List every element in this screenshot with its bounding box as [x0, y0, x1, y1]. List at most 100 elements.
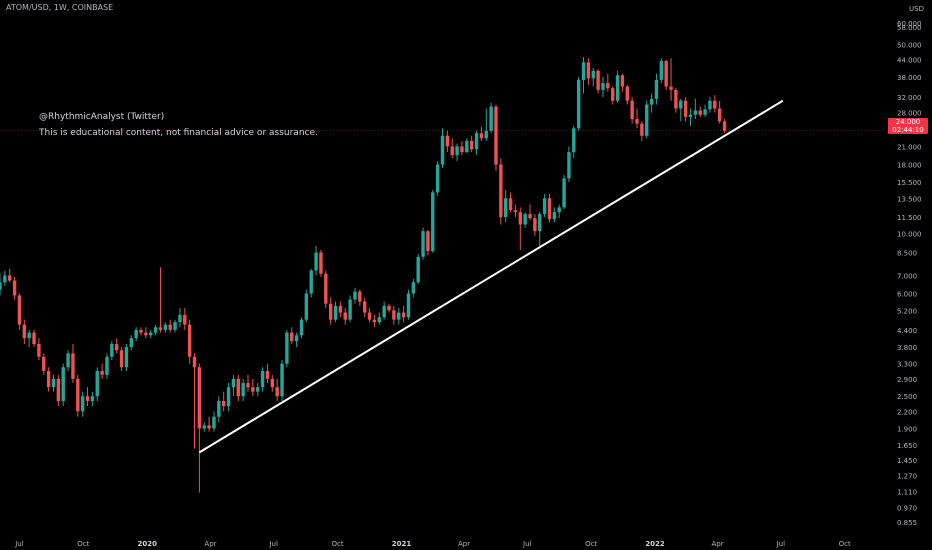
candle-body[interactable] [460, 146, 464, 153]
candle-body[interactable] [683, 100, 688, 117]
candle-body[interactable] [192, 356, 197, 368]
candle-body[interactable] [397, 312, 401, 320]
candle-body[interactable] [401, 312, 406, 318]
candle-body[interactable] [362, 301, 367, 313]
candle-body[interactable] [440, 135, 445, 165]
candle-body[interactable] [144, 332, 148, 336]
candle-body[interactable] [654, 79, 659, 99]
candle-body[interactable] [100, 370, 104, 375]
candle-body[interactable] [426, 231, 430, 252]
candle-body[interactable] [32, 332, 36, 345]
candle-body[interactable] [17, 295, 22, 325]
candle-body[interactable] [377, 317, 381, 323]
candle-body[interactable] [314, 252, 318, 271]
candle-body[interactable] [90, 396, 95, 402]
candle-body[interactable] [251, 387, 255, 392]
candle-body[interactable] [119, 350, 124, 368]
candle-body[interactable] [71, 353, 75, 379]
candle-body[interactable] [358, 291, 362, 302]
candle-body[interactable] [450, 146, 454, 156]
candle-body[interactable] [299, 319, 304, 336]
candle-body[interactable] [8, 275, 12, 281]
candle-body[interactable] [698, 110, 702, 115]
candle-body[interactable] [640, 123, 644, 136]
candle-body[interactable] [280, 363, 284, 397]
candle-body[interactable] [115, 344, 119, 351]
candle-body[interactable] [66, 353, 70, 368]
candle-body[interactable] [387, 305, 391, 311]
candle-body[interactable] [76, 378, 80, 412]
candle-body[interactable] [285, 332, 289, 364]
candle-body[interactable] [149, 332, 153, 336]
candle-body[interactable] [688, 114, 693, 117]
candle-body[interactable] [416, 256, 420, 283]
candle-body[interactable] [168, 324, 172, 330]
candle-body[interactable] [645, 104, 649, 136]
candle-body[interactable] [129, 338, 133, 348]
candle-body[interactable] [42, 356, 46, 371]
candle-body[interactable] [411, 282, 416, 294]
candle-body[interactable] [674, 89, 678, 109]
trendline[interactable] [198, 99, 784, 454]
candle-body[interactable] [139, 329, 143, 333]
candle-body[interactable] [56, 378, 61, 402]
candle-body[interactable] [3, 275, 7, 283]
candle-body[interactable] [445, 135, 450, 147]
candle-body[interactable] [270, 378, 275, 388]
candle-body[interactable] [236, 378, 240, 397]
candle-body[interactable] [51, 378, 56, 388]
candle-body[interactable] [183, 314, 187, 325]
candle-body[interactable] [22, 324, 27, 339]
candle-body[interactable] [601, 83, 605, 90]
candle-body[interactable] [615, 75, 620, 101]
candle-body[interactable] [246, 382, 250, 388]
candle-body[interactable] [489, 106, 493, 131]
candle-body[interactable] [649, 98, 654, 105]
candle-body[interactable] [372, 319, 377, 323]
candle-body[interactable] [533, 218, 537, 232]
candle-body[interactable] [12, 280, 17, 296]
candle-body[interactable] [562, 178, 566, 208]
candle-body[interactable] [479, 133, 484, 139]
candle-body[interactable] [435, 164, 440, 193]
candle-body[interactable] [328, 303, 333, 320]
candle-body[interactable] [212, 416, 216, 429]
candle-body[interactable] [173, 322, 177, 330]
candle-body[interactable] [158, 327, 163, 330]
candle-body[interactable] [333, 305, 338, 320]
candle-body[interactable] [260, 370, 265, 388]
candle-body[interactable] [406, 293, 411, 318]
candle-body[interactable] [80, 396, 85, 412]
candle-body[interactable] [504, 198, 508, 218]
candle-body[interactable] [0, 282, 2, 290]
candle-body[interactable] [290, 332, 294, 342]
time-axis[interactable]: Jul Oct 2020 Apr Jul Oct 2021 Apr Jul Oct 2022 Apr J… [14, 540, 851, 548]
candle-body[interactable] [542, 198, 547, 215]
candle-body[interactable] [552, 212, 557, 220]
candle-body[interactable] [207, 425, 211, 429]
candle-body[interactable] [586, 62, 591, 79]
candle-body[interactable] [226, 387, 231, 407]
candle-body[interactable] [499, 164, 503, 218]
candle-body[interactable] [163, 324, 168, 330]
candle-body[interactable] [153, 327, 158, 333]
candle-body[interactable] [474, 133, 479, 150]
candle-body[interactable] [110, 344, 114, 357]
candle-body[interactable] [187, 324, 192, 357]
candle-body[interactable] [202, 425, 206, 429]
candle-body[interactable] [679, 100, 683, 109]
candle-body[interactable] [518, 212, 523, 225]
candle-body[interactable] [576, 79, 581, 129]
candle-body[interactable] [620, 75, 625, 87]
candle-body[interactable] [231, 378, 236, 388]
candle-body[interactable] [178, 314, 182, 323]
candle-body[interactable] [523, 214, 527, 225]
candle-body[interactable] [538, 214, 542, 232]
candle-body[interactable] [221, 401, 226, 407]
candle-body[interactable] [27, 332, 31, 339]
candle-body[interactable] [61, 367, 65, 402]
candle-body[interactable] [309, 270, 313, 294]
candle-body[interactable] [382, 305, 386, 318]
candle-body[interactable] [85, 396, 90, 402]
